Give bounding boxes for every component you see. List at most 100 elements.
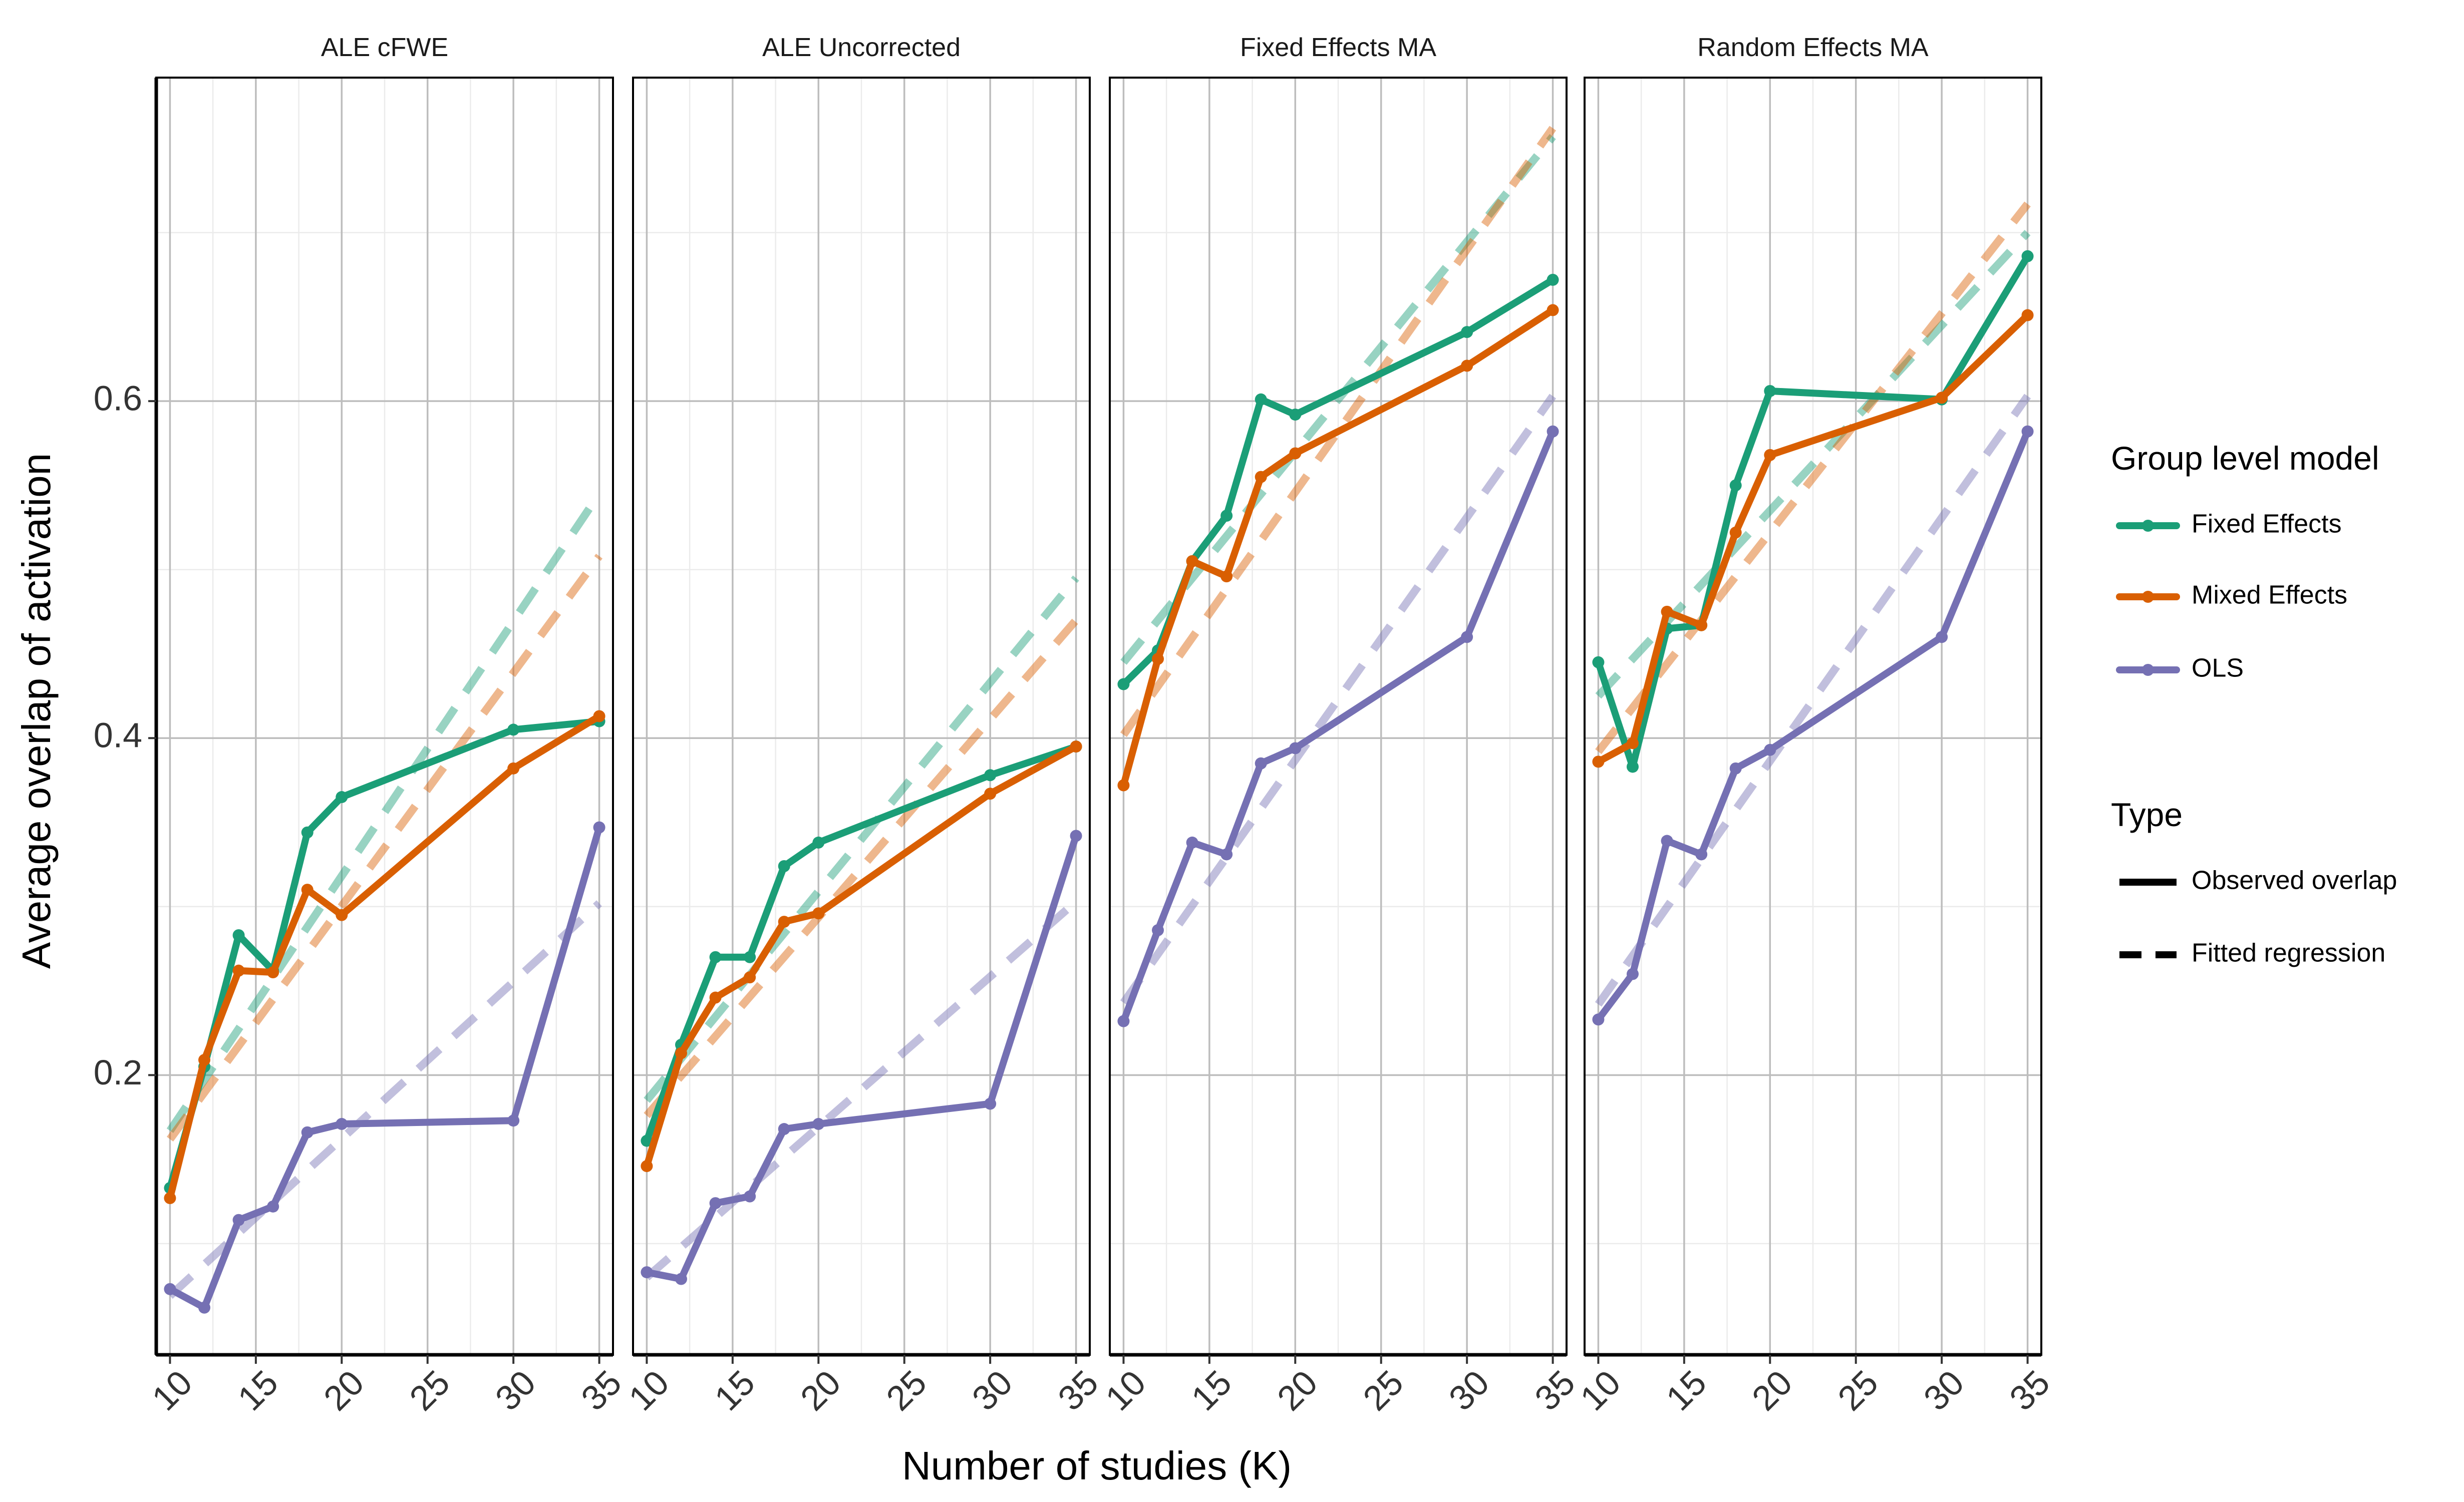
data-point-fixed-effects	[507, 723, 520, 736]
fitted-line-mixed-effects	[166, 554, 603, 1142]
data-point-ols	[1461, 631, 1473, 643]
data-point-mixed-effects	[267, 966, 279, 979]
data-point-ols	[744, 1190, 756, 1203]
panel-title-ale-cfwe: ALE cFWE	[321, 33, 448, 62]
data-point-fixed-effects	[1627, 761, 1639, 773]
data-point-mixed-effects	[1289, 447, 1302, 460]
data-point-ols	[301, 1126, 314, 1139]
data-point-ols	[507, 1114, 520, 1127]
x-tick-label: 30	[1916, 1363, 1971, 1418]
fitted-line-mixed-effects	[644, 617, 1079, 1118]
data-point-ols	[1627, 968, 1639, 980]
facet-panel: Random Effects MA 10 15 20 25 30 35	[1573, 33, 2057, 1418]
data-point-ols	[593, 821, 605, 834]
data-point-ols	[2021, 425, 2034, 438]
observed-line-mixed-effects	[643, 743, 1080, 1170]
observed-line-mixed-effects	[1120, 306, 1557, 789]
fitted-line-ols	[1595, 394, 2031, 1007]
data-point-ols	[1547, 425, 1559, 438]
observed-line-fixed-effects	[643, 743, 1080, 1145]
data-point-mixed-effects	[812, 907, 825, 920]
fitted-line-mixed-effects	[1120, 126, 1557, 737]
data-point-ols	[778, 1123, 790, 1136]
fitted-line-fixed-effects	[1595, 230, 2031, 699]
y-axis-title: Average overlap of activation	[14, 453, 59, 969]
data-point-fixed-effects	[1592, 656, 1605, 668]
data-point-mixed-effects	[641, 1160, 653, 1173]
data-point-mixed-effects	[1592, 756, 1605, 768]
data-point-ols	[1729, 762, 1742, 775]
y-tick-label: 0.6	[94, 379, 142, 418]
legend-type-label-observed-overlap: Observed overlap	[2192, 866, 2397, 895]
data-point-fixed-effects	[1764, 385, 1776, 397]
legend-type-title: Type	[2111, 796, 2183, 833]
y-tick-label: 0.2	[94, 1053, 142, 1092]
data-point-mixed-effects	[1220, 570, 1233, 583]
data-point-ols	[198, 1301, 210, 1314]
data-point-mixed-effects	[1627, 737, 1639, 749]
x-tick-label: 30	[965, 1363, 1020, 1418]
x-axis-title: Number of studies (K)	[902, 1443, 1292, 1488]
data-point-mixed-effects	[198, 1054, 210, 1066]
data-point-mixed-effects	[1070, 740, 1082, 753]
fitted-line-ols	[1120, 394, 1557, 1005]
data-point-mixed-effects	[1661, 605, 1673, 618]
x-tick-label: 10	[144, 1363, 199, 1418]
data-point-ols	[1936, 631, 1948, 643]
data-point-ols	[1220, 848, 1233, 861]
data-point-ols	[1592, 1013, 1605, 1026]
data-point-fixed-effects	[1547, 273, 1559, 286]
data-point-mixed-effects	[1186, 555, 1198, 567]
data-point-ols	[336, 1117, 348, 1130]
data-point-fixed-effects	[709, 951, 722, 963]
data-point-ols	[232, 1214, 245, 1226]
data-point-mixed-effects	[232, 964, 245, 977]
data-point-mixed-effects	[301, 884, 314, 896]
panel-title-ale-uncorrected: ALE Uncorrected	[762, 33, 961, 62]
data-point-fixed-effects	[1220, 510, 1233, 522]
observed-line-mixed-effects	[1595, 311, 2031, 766]
data-point-mixed-effects	[709, 991, 722, 1004]
data-point-mixed-effects	[744, 971, 756, 984]
legend-color-title: Group level model	[2111, 440, 2379, 477]
x-tick-label: 25	[1830, 1363, 1886, 1418]
data-point-ols	[267, 1200, 279, 1213]
fitted-line-fixed-effects	[1120, 134, 1556, 665]
data-point-ols	[1117, 1015, 1130, 1027]
legend-key-point-mixed-effects	[2142, 591, 2154, 603]
observed-line-ols	[1595, 428, 2031, 1023]
legend-label-ols: OLS	[2192, 654, 2244, 683]
data-point-fixed-effects	[301, 826, 314, 839]
fitted-line-fixed-effects	[166, 491, 603, 1133]
data-point-ols	[812, 1117, 825, 1130]
x-tick-label: 15	[1659, 1363, 1714, 1418]
data-point-ols	[1255, 757, 1267, 770]
data-point-ols	[1152, 924, 1164, 936]
x-tick-label: 35	[2002, 1363, 2057, 1418]
data-point-fixed-effects	[1729, 479, 1742, 492]
data-point-mixed-effects	[2021, 309, 2034, 321]
fitted-line-ols	[167, 900, 602, 1299]
x-tick-label: 20	[1744, 1363, 1799, 1418]
x-tick-label: 15	[707, 1363, 762, 1418]
x-tick-label: 15	[1184, 1363, 1239, 1418]
x-tick-label: 20	[316, 1363, 371, 1418]
data-point-mixed-effects	[778, 916, 790, 928]
panel-title-fixed-effects-ma: Fixed Effects MA	[1240, 33, 1436, 62]
data-point-mixed-effects	[1117, 779, 1130, 792]
x-tick-label: 20	[1270, 1363, 1325, 1418]
x-tick-label: 25	[879, 1363, 934, 1418]
x-tick-label: 15	[230, 1363, 285, 1418]
data-point-mixed-effects	[1764, 449, 1776, 461]
x-tick-label: 25	[1356, 1363, 1411, 1418]
data-point-fixed-effects	[1117, 678, 1130, 690]
data-point-ols	[675, 1273, 687, 1285]
data-point-fixed-effects	[2021, 250, 2034, 262]
data-point-fixed-effects	[1289, 409, 1302, 421]
data-point-mixed-effects	[675, 1047, 687, 1059]
x-tick-label: 25	[402, 1363, 457, 1418]
observed-line-ols	[166, 824, 603, 1311]
legend: Group level model Type Fixed Effects Mixe…	[2111, 440, 2397, 968]
data-point-fixed-effects	[812, 836, 825, 849]
